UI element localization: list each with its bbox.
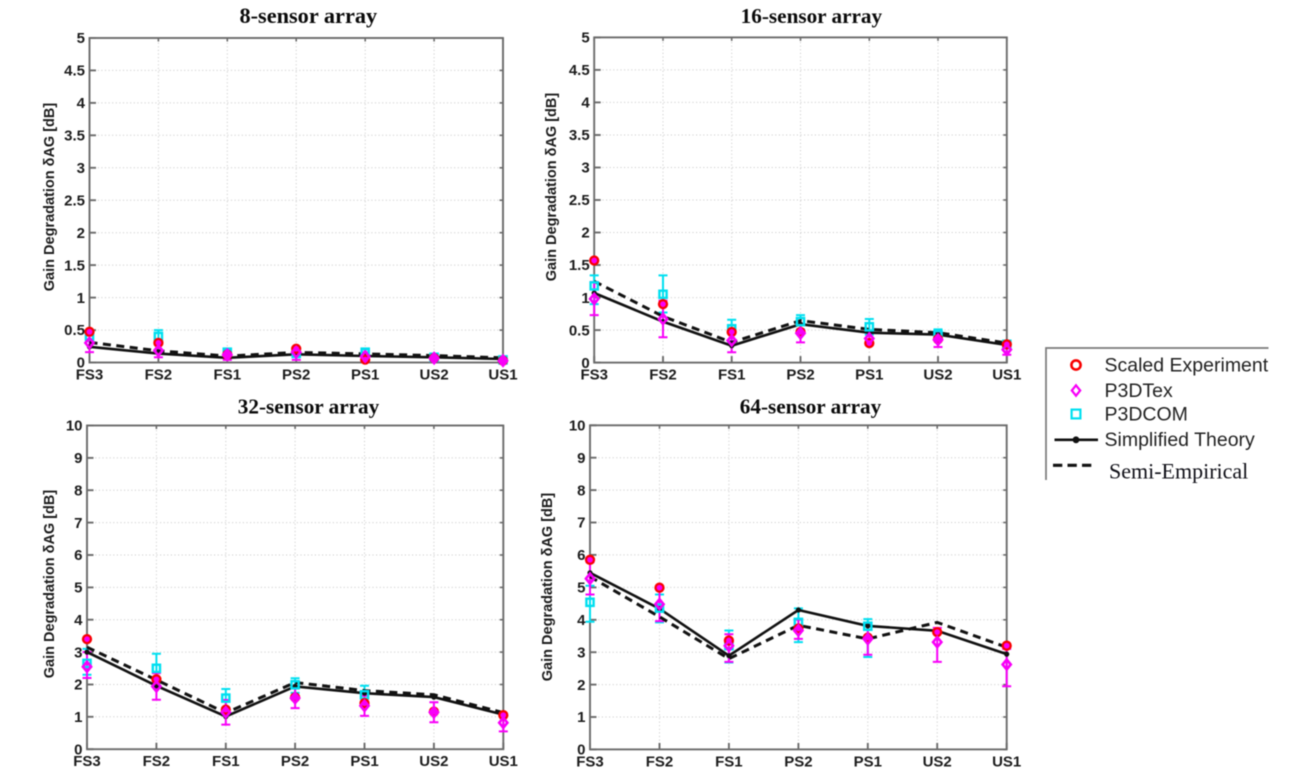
svg-text:2.5: 2.5	[569, 192, 590, 209]
svg-text:FS3: FS3	[73, 753, 101, 769]
svg-text:3.5: 3.5	[569, 127, 590, 144]
svg-text:PS1: PS1	[854, 753, 882, 769]
svg-text:1: 1	[77, 290, 85, 307]
svg-text:FS2: FS2	[646, 753, 674, 769]
svg-text:10: 10	[569, 418, 586, 435]
svg-text:0: 0	[577, 742, 585, 759]
svg-text:Scaled Experiment: Scaled Experiment	[1105, 354, 1269, 376]
svg-text:2: 2	[581, 225, 589, 242]
svg-text:5: 5	[77, 30, 85, 47]
svg-text:FS1: FS1	[214, 367, 242, 384]
svg-text:1: 1	[581, 290, 589, 307]
svg-text:US2: US2	[419, 753, 448, 769]
svg-text:16-sensor array: 16-sensor array	[741, 4, 883, 28]
svg-text:3: 3	[581, 160, 589, 177]
svg-text:PS1: PS1	[350, 753, 378, 769]
svg-text:Gain Degradation δAG [dB]: Gain Degradation δAG [dB]	[42, 103, 58, 292]
svg-text:4: 4	[77, 95, 86, 112]
svg-text:PS2: PS2	[786, 367, 814, 384]
svg-text:US1: US1	[992, 753, 1021, 769]
svg-text:PS1: PS1	[351, 367, 379, 384]
svg-text:5: 5	[581, 30, 589, 47]
svg-text:0: 0	[581, 355, 589, 372]
svg-text:PS1: PS1	[855, 367, 883, 384]
svg-text:6: 6	[577, 547, 585, 564]
svg-text:4: 4	[74, 612, 83, 629]
svg-text:PS2: PS2	[281, 753, 309, 769]
svg-text:US2: US2	[923, 753, 952, 769]
svg-text:3: 3	[77, 160, 85, 177]
svg-text:US2: US2	[420, 367, 449, 384]
svg-text:4: 4	[581, 95, 590, 112]
svg-text:7: 7	[74, 515, 82, 532]
svg-text:US1: US1	[489, 753, 518, 769]
svg-text:10: 10	[66, 418, 83, 435]
svg-text:8-sensor array: 8-sensor array	[239, 3, 377, 28]
svg-text:Semi-Empirical: Semi-Empirical	[1109, 458, 1248, 483]
svg-text:9: 9	[74, 450, 82, 467]
svg-text:0: 0	[77, 355, 85, 372]
svg-text:8: 8	[577, 482, 585, 499]
svg-text:4.5: 4.5	[569, 62, 590, 79]
svg-text:3: 3	[74, 644, 82, 661]
svg-text:5: 5	[577, 580, 585, 597]
svg-text:4: 4	[577, 612, 586, 629]
svg-text:8: 8	[74, 482, 82, 499]
svg-text:US1: US1	[488, 367, 517, 384]
svg-text:3: 3	[577, 644, 585, 661]
svg-text:PS2: PS2	[282, 367, 310, 384]
svg-text:5: 5	[74, 580, 82, 597]
svg-text:1.5: 1.5	[569, 257, 590, 274]
svg-text:FS1: FS1	[715, 753, 743, 769]
svg-text:PS2: PS2	[784, 753, 812, 769]
svg-text:7: 7	[577, 515, 585, 532]
svg-text:FS2: FS2	[649, 367, 677, 384]
svg-text:Simplified Theory: Simplified Theory	[1105, 429, 1256, 451]
svg-text:0.5: 0.5	[64, 322, 85, 339]
svg-text:Gain Degradation δAG [dB]: Gain Degradation δAG [dB]	[544, 93, 560, 282]
svg-text:2.5: 2.5	[64, 192, 85, 209]
svg-text:64-sensor array: 64-sensor array	[740, 395, 882, 419]
svg-text:US1: US1	[992, 367, 1021, 384]
svg-text:FS2: FS2	[145, 367, 173, 384]
svg-text:0: 0	[74, 741, 82, 758]
svg-text:FS3: FS3	[76, 367, 104, 384]
svg-text:P3DTex: P3DTex	[1105, 380, 1174, 402]
svg-text:Gain Degradation δAG [dB]: Gain Degradation δAG [dB]	[42, 490, 58, 679]
svg-text:US2: US2	[923, 367, 952, 384]
svg-text:1: 1	[577, 709, 585, 726]
svg-text:FS3: FS3	[580, 367, 608, 384]
svg-text:FS1: FS1	[212, 753, 240, 769]
svg-text:3.5: 3.5	[64, 128, 85, 145]
svg-text:9: 9	[577, 450, 585, 467]
svg-text:Gain Degradation δAG [dB]: Gain Degradation δAG [dB]	[540, 493, 556, 682]
svg-text:6: 6	[74, 547, 82, 564]
svg-text:1: 1	[74, 709, 82, 726]
svg-text:2: 2	[74, 677, 82, 694]
svg-text:FS3: FS3	[576, 753, 604, 769]
svg-text:1.5: 1.5	[64, 257, 85, 274]
svg-text:FS1: FS1	[718, 367, 746, 384]
svg-text:2: 2	[77, 225, 85, 242]
svg-text:FS2: FS2	[143, 753, 171, 769]
svg-text:32-sensor array: 32-sensor array	[238, 395, 380, 419]
svg-text:P3DCOM: P3DCOM	[1105, 403, 1188, 425]
svg-text:2: 2	[577, 677, 585, 694]
svg-text:0.5: 0.5	[569, 322, 590, 339]
svg-text:4.5: 4.5	[64, 63, 85, 80]
